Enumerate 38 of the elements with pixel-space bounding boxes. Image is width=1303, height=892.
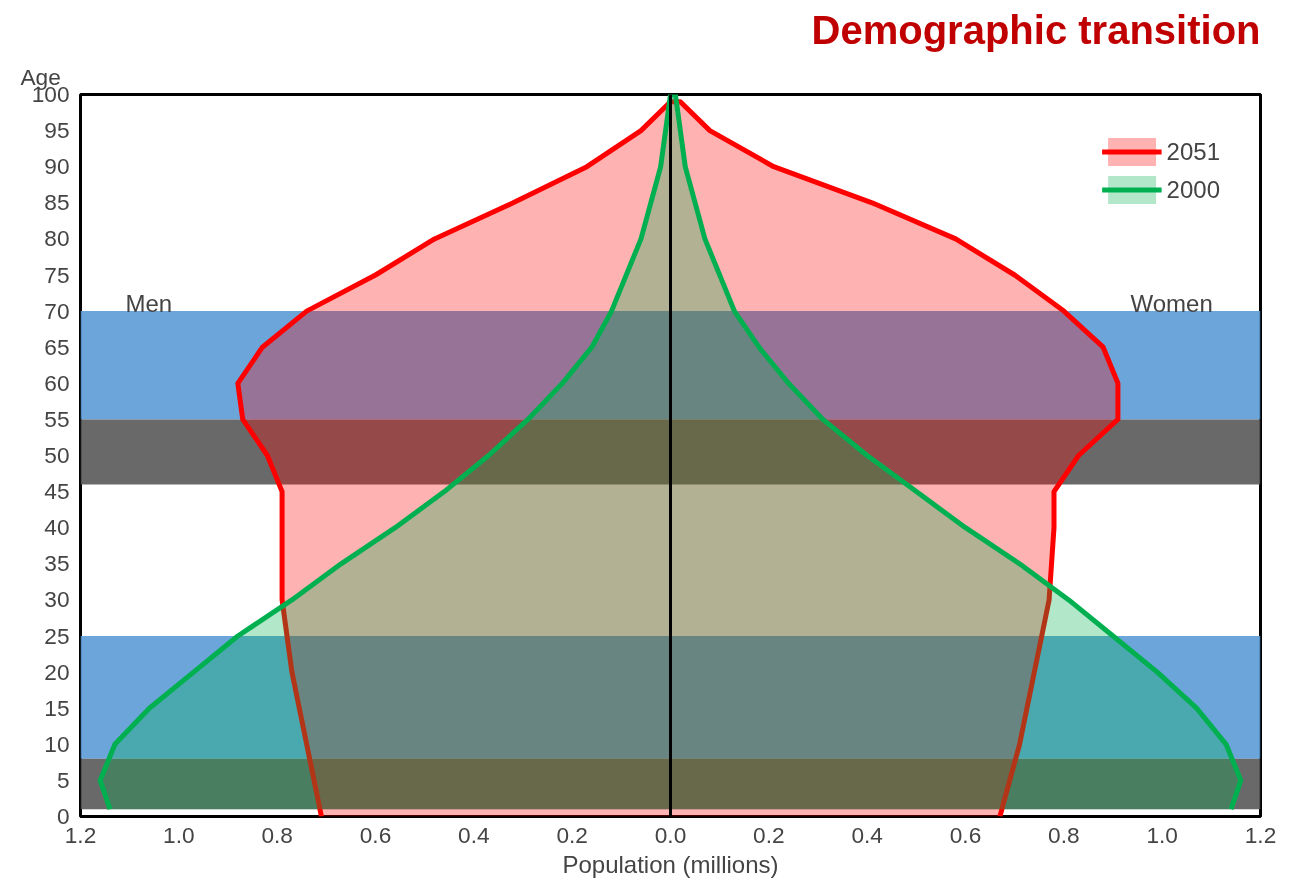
legend-label: 2000 xyxy=(1166,175,1220,204)
y-tick-label: 60 xyxy=(44,369,70,396)
x-tick-label: 0.6 xyxy=(949,821,982,848)
y-tick-label: 5 xyxy=(56,766,70,793)
x-tick-label: 0.2 xyxy=(556,821,588,848)
x-tick-label: 1.2 xyxy=(1244,821,1277,848)
x-axis-title: Population (millions) xyxy=(562,850,779,878)
y-tick-label: 10 xyxy=(44,730,70,757)
y-tick-label: 45 xyxy=(44,478,70,505)
x-tick-label: 0.2 xyxy=(753,821,785,848)
y-tick-label: 40 xyxy=(44,514,70,541)
y-tick-label: 20 xyxy=(44,658,70,685)
y-tick-label: 35 xyxy=(44,550,70,577)
y-tick-label: 75 xyxy=(44,261,70,288)
x-tick-label: 0.8 xyxy=(261,821,293,848)
x-tick-label: 0.4 xyxy=(458,821,490,848)
chart-title: Demographic transition xyxy=(811,7,1261,52)
y-tick-label: 55 xyxy=(44,405,70,432)
x-tick-label: 0.4 xyxy=(851,821,883,848)
annotation: Women xyxy=(1130,289,1213,317)
y-tick-label: 65 xyxy=(44,333,70,360)
x-tick-label: 0.6 xyxy=(359,821,392,848)
y-tick-label: 90 xyxy=(44,153,70,180)
y-tick-label: 80 xyxy=(44,225,70,252)
y-tick-label: 85 xyxy=(44,189,70,216)
legend-label: 2051 xyxy=(1166,137,1220,166)
x-tick-label: 1.0 xyxy=(163,821,195,848)
y-tick-label: 25 xyxy=(44,622,70,649)
y-tick-label: 50 xyxy=(44,442,70,468)
x-tick-label: 0.0 xyxy=(654,821,687,848)
y-tick-label: 15 xyxy=(44,694,70,721)
y-tick-label: 30 xyxy=(44,586,70,613)
y-tick-label: 70 xyxy=(44,297,70,324)
x-tick-label: 0.8 xyxy=(1048,821,1080,848)
x-tick-label: 1.0 xyxy=(1146,821,1178,848)
y-tick-label: 0 xyxy=(56,803,70,829)
annotation: Men xyxy=(125,289,173,317)
y-tick-label: 95 xyxy=(44,117,70,144)
